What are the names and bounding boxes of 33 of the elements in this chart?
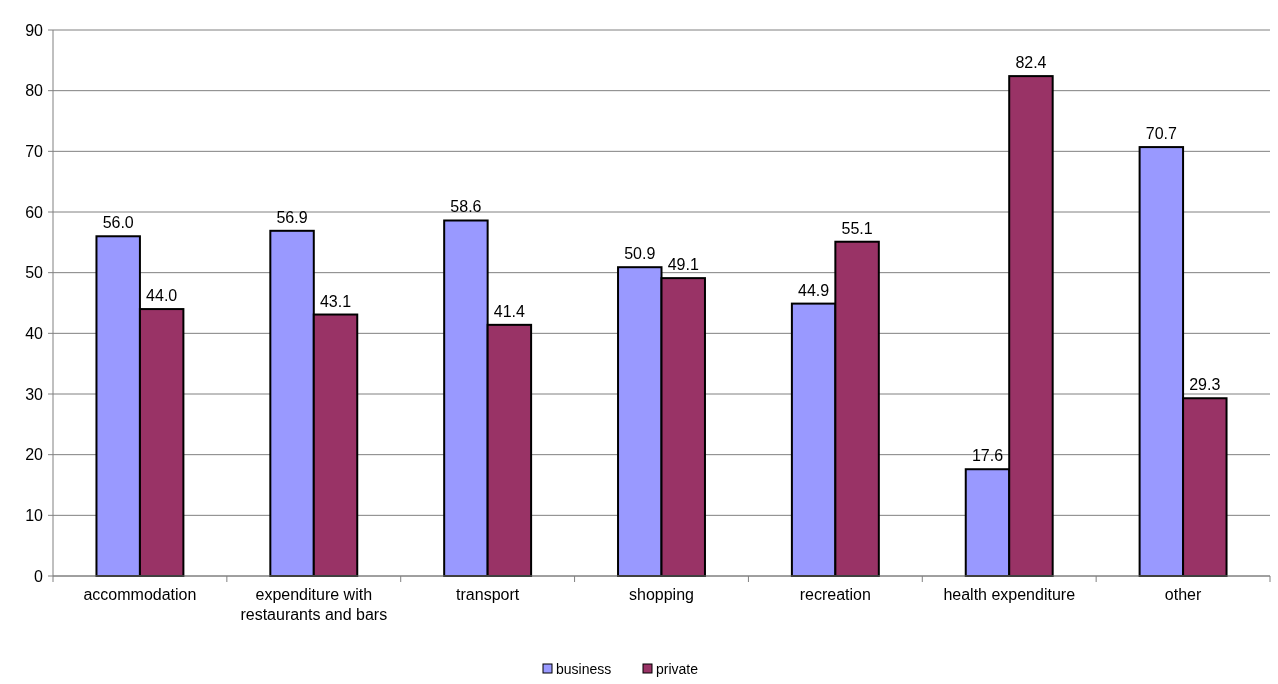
data-label: 70.7 xyxy=(1145,125,1178,143)
y-tick-label: 30 xyxy=(25,385,44,403)
y-tick-label: 70 xyxy=(25,142,44,160)
y-tick-label: 10 xyxy=(25,506,44,524)
x-tick-label: other xyxy=(1164,586,1202,603)
y-tick-label: 80 xyxy=(25,82,44,100)
data-label: 55.1 xyxy=(841,219,873,237)
data-label: 50.9 xyxy=(624,245,656,263)
data-label: 56.0 xyxy=(102,214,134,232)
data-label: 43.1 xyxy=(319,292,352,310)
y-tick-label: 20 xyxy=(25,446,44,464)
data-label: 49.1 xyxy=(667,256,699,274)
legend-label: private xyxy=(656,661,699,677)
y-tick-label: 0 xyxy=(34,567,44,585)
x-tick-label: shopping xyxy=(629,586,694,603)
data-label: 17.6 xyxy=(971,447,1004,465)
data-label: 58.6 xyxy=(450,198,482,216)
y-tick-label: 90 xyxy=(25,21,44,39)
data-label: 82.4 xyxy=(1015,54,1047,72)
y-tick-label: 40 xyxy=(25,324,44,342)
data-label: 56.9 xyxy=(276,208,308,226)
data-label: 29.3 xyxy=(1189,376,1221,394)
data-label: 41.4 xyxy=(493,302,526,320)
x-tick-label: transport xyxy=(456,586,520,603)
x-tick-label: accommodation xyxy=(83,586,197,603)
data-label: 44.9 xyxy=(798,281,830,299)
data-label: 44.0 xyxy=(146,287,178,305)
legend-label: business xyxy=(556,661,612,677)
x-tick-label: expenditure with restaurants and bars xyxy=(240,586,388,623)
y-tick-label: 60 xyxy=(25,203,44,221)
x-tick-label: recreation xyxy=(799,586,871,603)
y-tick-label: 50 xyxy=(25,264,44,282)
x-tick-label: health expenditure xyxy=(943,586,1076,603)
